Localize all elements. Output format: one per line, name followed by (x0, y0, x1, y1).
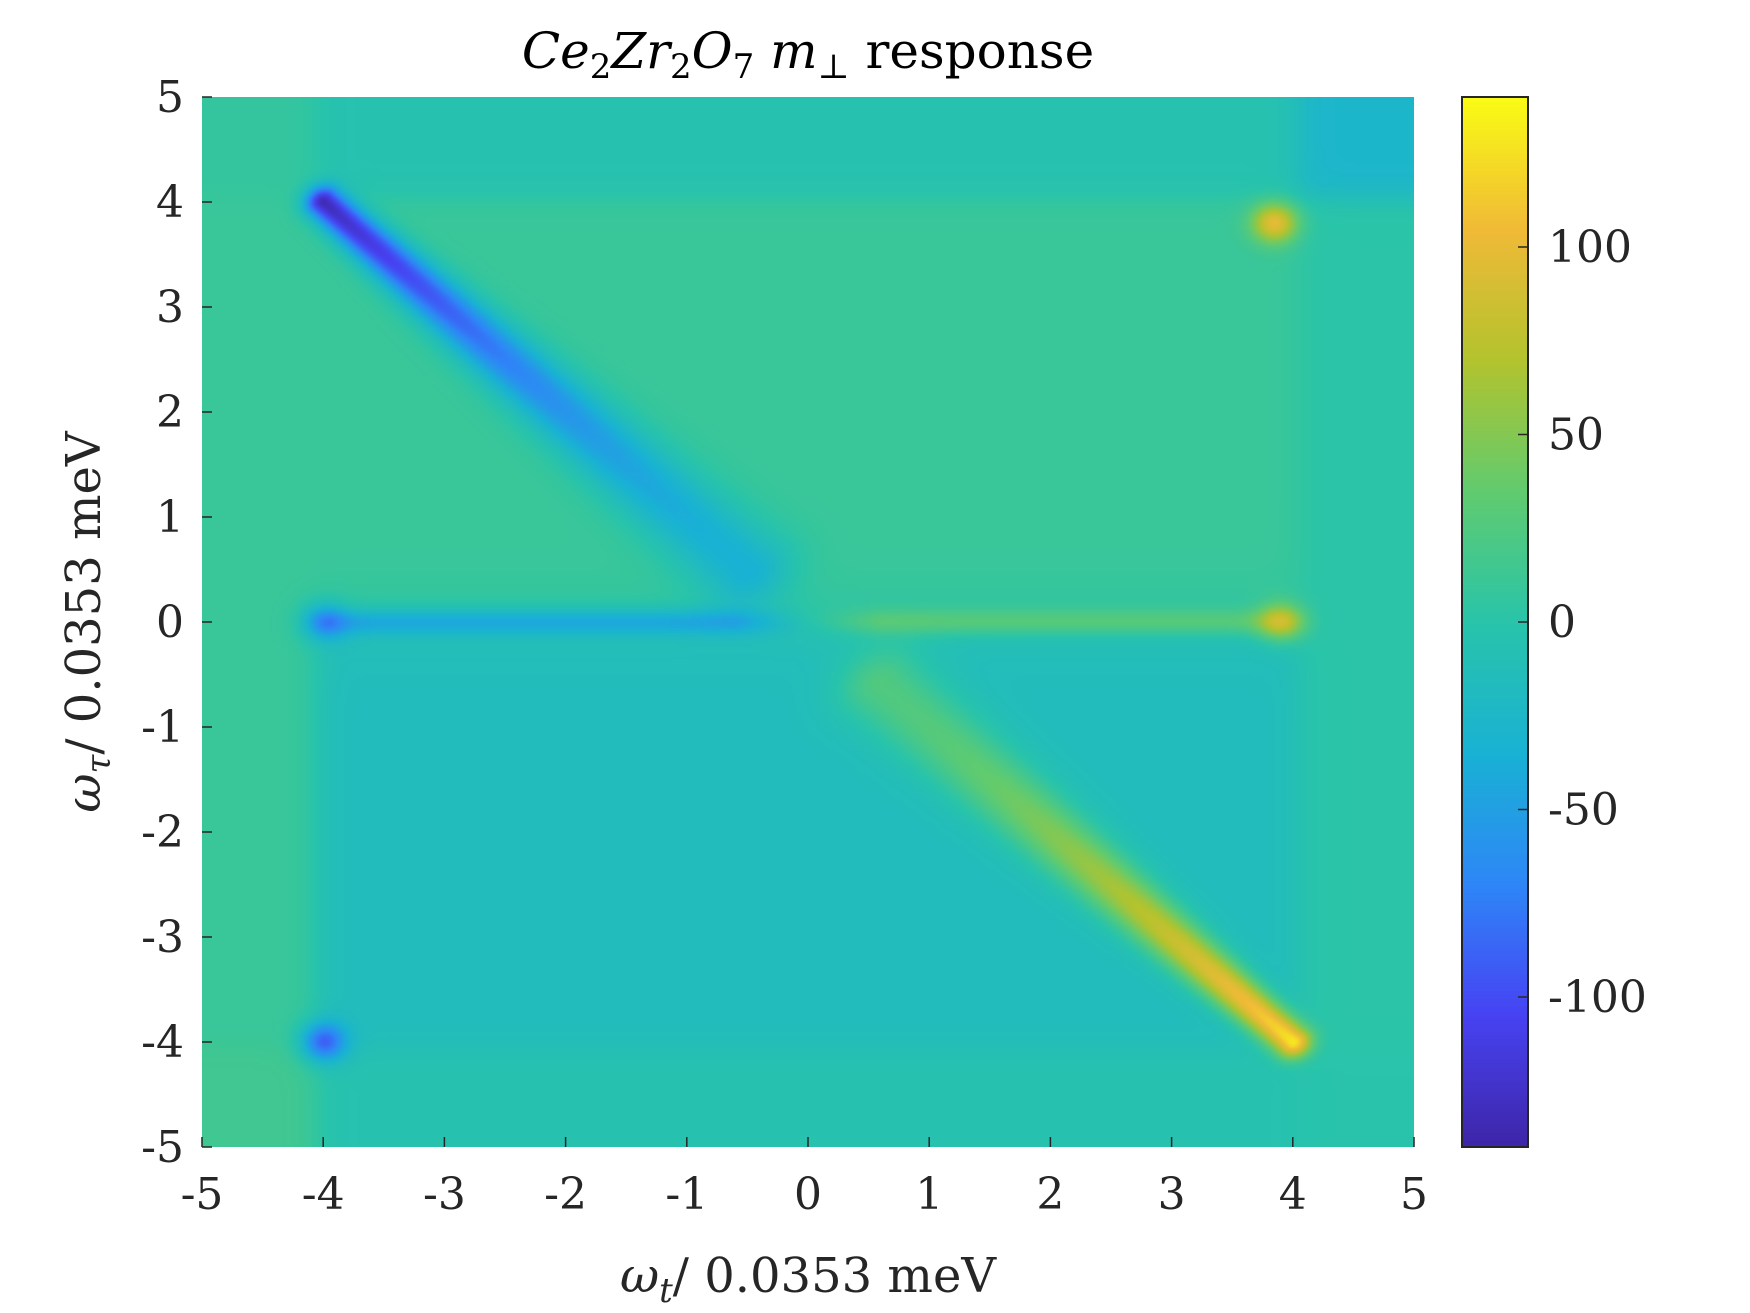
chart-title-part: Zr (609, 22, 673, 80)
y-tick-label: 0 (156, 597, 184, 648)
colorbar-tick-label: 100 (1548, 222, 1632, 273)
y-axis-title: ωτ/ 0.0353 meV (56, 430, 119, 813)
colorbar-gradient (1462, 97, 1528, 1147)
y-tick-label: 1 (156, 492, 184, 543)
x-tick-label: 0 (794, 1169, 822, 1220)
x-tick-label: -2 (544, 1169, 587, 1220)
x-tick-label: 1 (915, 1169, 943, 1220)
y-tick-label: 2 (156, 387, 184, 438)
chart-title-part: Ce (522, 22, 590, 80)
x-tick-label: 3 (1158, 1169, 1186, 1220)
heatmap-surface (202, 97, 1414, 1147)
axis-title-text: / 0.0353 meV (56, 430, 112, 755)
colorbar-ticks: -100 -50 0 50 100 (1518, 222, 1647, 1023)
x-tick-label: 4 (1279, 1169, 1307, 1220)
axis-title-subscript: τ (79, 753, 119, 773)
chart-title-part: m (754, 22, 817, 80)
x-axis-ticks: -5 -4 -3 -2 -1 0 1 2 3 4 5 (181, 1137, 1428, 1220)
chart-title-part: 2 (670, 47, 692, 87)
colorbar-tick-label: -100 (1548, 972, 1647, 1023)
chart-title-part: O (692, 22, 733, 80)
axis-title-text: / 0.0353 meV (673, 1248, 998, 1304)
x-tick-label: 2 (1036, 1169, 1064, 1220)
colorbar: -100 -50 0 50 100 (1461, 96, 1647, 1148)
y-tick-label: -2 (141, 807, 184, 858)
colorbar-tick-label: -50 (1548, 785, 1619, 836)
y-tick-label: 5 (156, 72, 184, 123)
x-tick-label: -4 (302, 1169, 345, 1220)
y-tick-label: -1 (141, 702, 184, 753)
chart-title-part: 2 (590, 47, 612, 87)
axis-title-subscript: t (659, 1271, 673, 1311)
y-tick-label: -3 (141, 912, 184, 963)
y-tick-label: 4 (156, 177, 184, 228)
x-tick-label: -5 (181, 1169, 224, 1220)
y-tick-label: 3 (156, 282, 184, 333)
y-tick-label: -5 (141, 1122, 184, 1173)
x-axis-title: ωt/ 0.0353 meV (620, 1248, 997, 1311)
axis-title-symbol: ω (620, 1248, 659, 1304)
y-axis-ticks: -5 -4 -3 -2 -1 0 1 2 3 4 5 (141, 72, 212, 1173)
x-tick-label: -3 (423, 1169, 466, 1220)
chart-title-part: response (850, 22, 1095, 80)
x-tick-label: 5 (1400, 1169, 1428, 1220)
x-tick-label: -1 (665, 1169, 708, 1220)
plot-area (202, 97, 1414, 1147)
axis-title-symbol: ω (56, 773, 112, 812)
colorbar-tick-label: 50 (1548, 410, 1604, 461)
y-tick-label: -4 (141, 1017, 184, 1068)
colorbar-tick-label: 0 (1548, 597, 1576, 648)
chart-title-part: 7 (733, 47, 755, 87)
chart-title: Ce2Zr2O7 m⊥ response (522, 22, 1094, 87)
chart-title-part: ⊥ (818, 47, 850, 87)
